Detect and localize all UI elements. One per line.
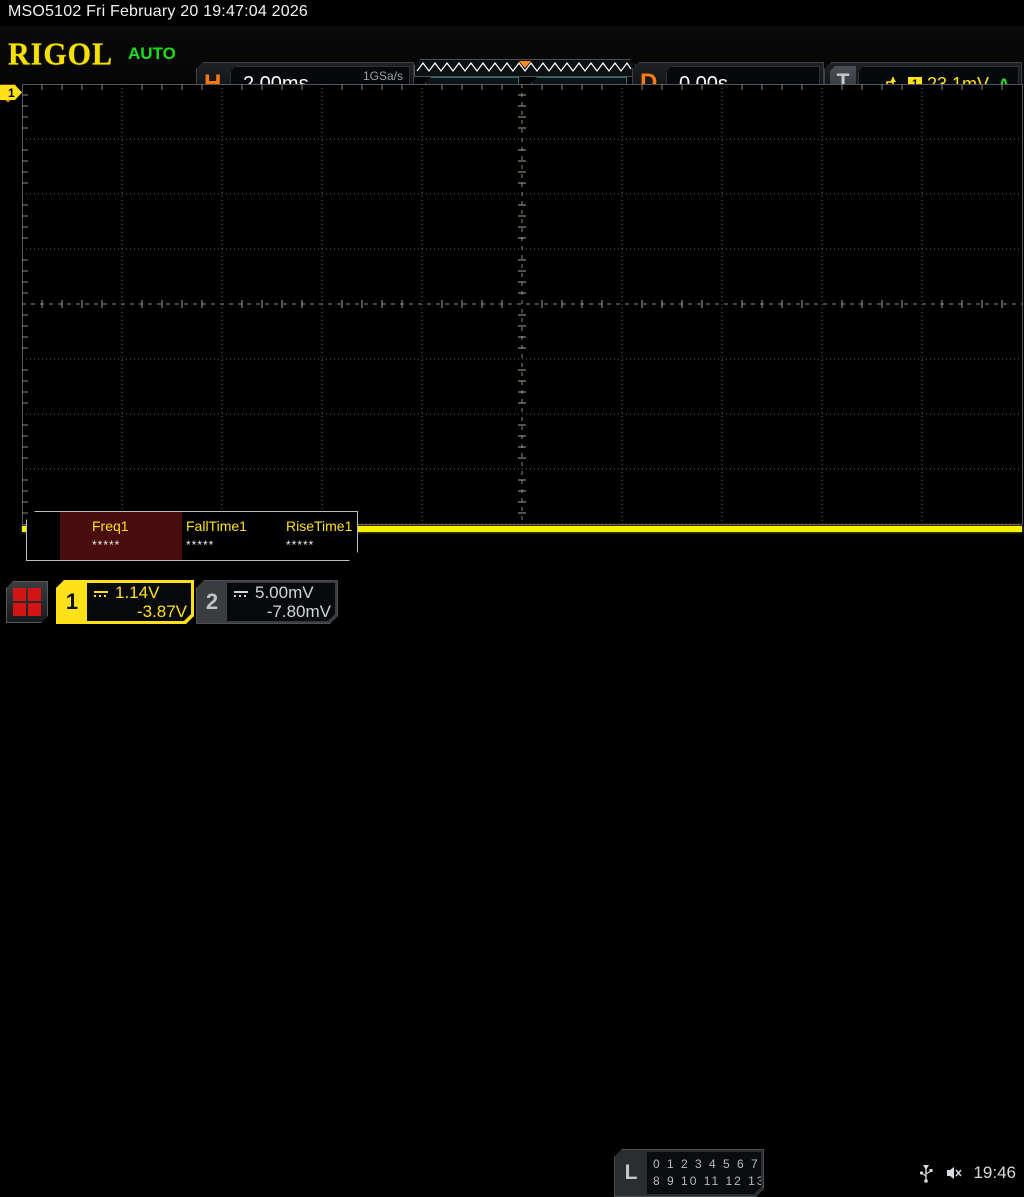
system-tray: 19:46 [919, 1160, 1016, 1186]
channel-2-scale: 5.00mV [255, 583, 314, 602]
preview-waveform-icon [415, 60, 633, 74]
measurement-item-freq1[interactable]: Freq1 ***** [60, 512, 182, 560]
measurement-item-risetime1[interactable]: RiseTime1 ***** [282, 512, 382, 560]
channel-2-panel[interactable]: 2 5.00mV -7.80mV [196, 580, 338, 624]
bottom-bar: 1 1.14V -3.87V 2 5.00mV -7.80mV [0, 572, 1024, 630]
app-grid-square [28, 588, 41, 601]
app-grid-square [13, 588, 26, 601]
measurement-value: ***** [186, 538, 215, 552]
app-grid-icon[interactable] [6, 581, 48, 623]
measurement-value: ***** [286, 538, 315, 552]
rigol-logo: RIGOL [8, 37, 114, 72]
measurement-label: FallTime1 [186, 518, 247, 534]
top-toolbar: RIGOL AUTO H 2.00ms 1GSa/s 20Mpts Measur… [0, 26, 1024, 84]
dc-coupling-icon [233, 589, 249, 598]
app-grid-square [13, 603, 26, 616]
channel-2-badge: 2 [205, 589, 219, 614]
channel1-ground-marker[interactable]: 1 [0, 84, 22, 100]
oscilloscope-screen: MSO5102 Fri February 20 19:47:04 2026 RI… [0, 0, 1024, 630]
app-grid-square [28, 603, 41, 616]
speaker-muted-icon[interactable] [943, 1165, 963, 1181]
logic-body: 0 1 2 3 4 5 6 7 8 9 10 11 12 13 14 15 [647, 1152, 761, 1194]
sample-rate-value: 1GSa/s [362, 69, 403, 83]
waveform-preview-strip[interactable] [414, 59, 636, 77]
usb-icon[interactable] [919, 1163, 933, 1183]
logic-channels-row-2: 8 9 10 11 12 13 14 15 [653, 1174, 811, 1188]
channel-2-body [227, 583, 335, 621]
measurement-value: ***** [92, 538, 121, 552]
waveform-graticule[interactable]: T 1 Freq1 ***** FallTime1 ***** RiseTime… [0, 84, 1024, 572]
channel-1-scale: 1.14V [115, 583, 160, 602]
title-text: MSO5102 Fri February 20 19:47:04 2026 [8, 3, 309, 20]
system-clock: 19:46 [973, 1163, 1016, 1182]
graticule-grid [22, 84, 1023, 525]
logic-analyzer-panel[interactable]: L 0 1 2 3 4 5 6 7 8 9 10 11 12 13 14 15 [614, 1149, 764, 1197]
measurement-panel[interactable]: Freq1 ***** FallTime1 ***** RiseTime1 **… [26, 511, 358, 561]
channel-1-panel[interactable]: 1 1.14V -3.87V [56, 580, 194, 624]
acquisition-mode-label[interactable]: AUTO [128, 44, 176, 63]
preview-trigger-marker-icon [519, 61, 531, 68]
logic-channels-row-1: 0 1 2 3 4 5 6 7 [653, 1157, 760, 1171]
logic-badge: L [624, 1161, 638, 1184]
measurement-item-falltime1[interactable]: FallTime1 ***** [182, 512, 282, 560]
channel-1-badge: 1 [65, 589, 79, 614]
channel-2-offset: -7.80mV [266, 602, 331, 621]
dc-coupling-icon [93, 589, 109, 598]
channel-1-body [87, 583, 191, 621]
channel1-waveform-trace [22, 526, 1022, 532]
channel1-marker-label: 1 [8, 86, 15, 100]
measurement-label: RiseTime1 [286, 518, 353, 534]
title-bar: MSO5102 Fri February 20 19:47:04 2026 [0, 0, 1024, 26]
measurement-label: Freq1 [92, 518, 129, 534]
channel-1-offset: -3.87V [136, 602, 187, 621]
